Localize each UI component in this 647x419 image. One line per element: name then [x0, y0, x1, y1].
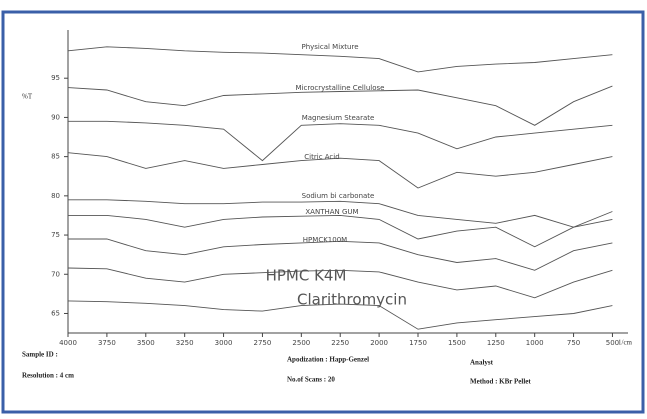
- x-tick-label: 3250: [176, 339, 194, 347]
- y-tick-label: 90: [51, 113, 60, 121]
- spectrum-line: [67, 267, 613, 299]
- method: Method : KBr Pellet: [470, 378, 531, 386]
- x-tick-label: 1250: [487, 339, 505, 347]
- spectrum-line: [67, 46, 613, 73]
- x-tick-label: 2500: [292, 339, 310, 347]
- x-tick-label: 4000: [59, 339, 77, 347]
- x-tick-label: 500: [606, 339, 619, 347]
- y-tick-label: 75: [51, 231, 60, 239]
- x-tick-label: 1750: [409, 339, 427, 347]
- series-label: HPMC K4M: [266, 267, 347, 285]
- series-label: Microcrystalline Cellulose: [296, 84, 385, 92]
- x-tick-label: 1500: [448, 339, 466, 347]
- x-tick-label: 3750: [98, 339, 116, 347]
- x-tick-label: 3000: [215, 339, 233, 347]
- y-tick-label: 85: [51, 153, 60, 161]
- spectrum-line: [68, 120, 613, 162]
- spectrum-line: [67, 85, 613, 126]
- y-axis-label: %T: [22, 93, 33, 101]
- apodization: Apodization : Happ-Genzel: [287, 356, 369, 364]
- series-label: Clarithromycin: [297, 291, 407, 309]
- analyst: Analyst: [470, 359, 494, 367]
- series-label: Physical Mixture: [301, 43, 358, 51]
- x-tick-label: 750: [567, 339, 580, 347]
- x-tick-label: 1000: [526, 339, 544, 347]
- y-tick-label: 80: [51, 192, 60, 200]
- y-tick-label: 70: [51, 270, 60, 278]
- sample-id: Sample ID :: [22, 351, 58, 359]
- spectrum-line: [68, 214, 613, 248]
- series-label: Magnesium Stearate: [302, 114, 375, 122]
- x-axis-label: 1/cm: [618, 339, 633, 347]
- series-label: XANTHAN GUM: [305, 208, 358, 216]
- frame: [1, 10, 645, 414]
- spectrum-line: [67, 300, 613, 330]
- y-tick-label: 65: [51, 309, 60, 317]
- x-tick-label: 2000: [370, 339, 388, 347]
- spectrum-line: [68, 238, 613, 271]
- x-tick-label: 2250: [331, 339, 349, 347]
- scans: No.of Scans : 20: [287, 376, 335, 384]
- series-label: HPMCK100M: [303, 236, 347, 244]
- spectrum-line: [68, 199, 613, 228]
- y-tick-label: 95: [51, 74, 60, 82]
- x-tick-label: 2750: [254, 339, 272, 347]
- series-label: Sodium bi carbonate: [302, 192, 375, 200]
- spectrum-line: [67, 152, 613, 189]
- resolution: Resolution : 4 cm: [22, 372, 74, 380]
- series-label: Citric Acid: [304, 153, 339, 161]
- x-tick-label: 3500: [137, 339, 155, 347]
